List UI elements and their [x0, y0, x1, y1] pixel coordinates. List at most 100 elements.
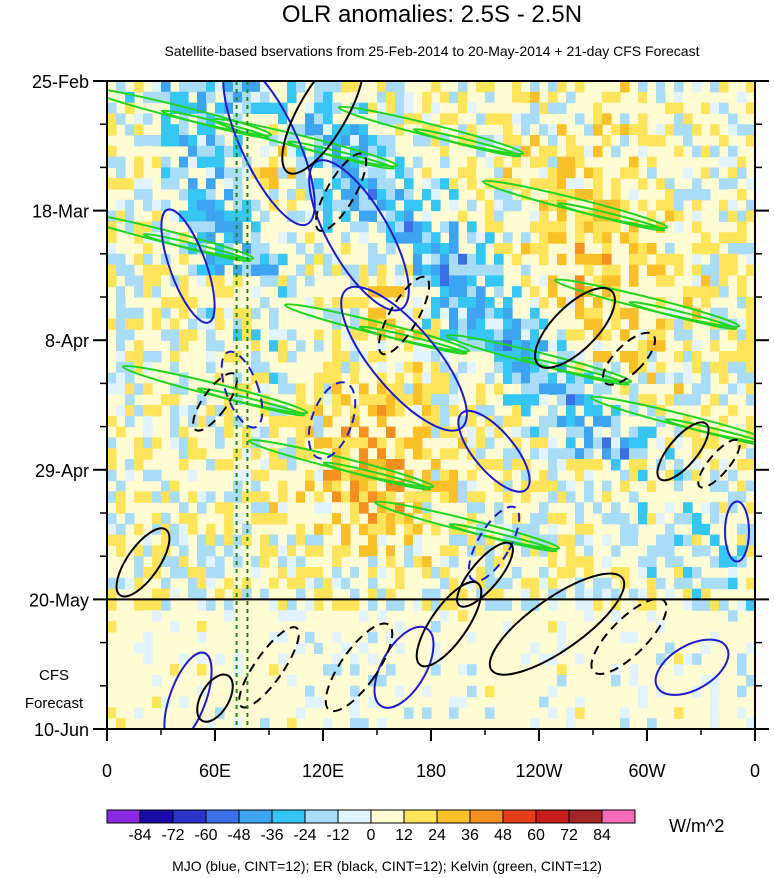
anomaly-cell	[161, 167, 171, 179]
anomaly-cell	[323, 664, 333, 676]
anomaly-cell	[215, 145, 225, 158]
anomaly-cell	[323, 221, 333, 233]
anomaly-cell	[737, 534, 747, 546]
anomaly-cell	[206, 81, 216, 93]
anomaly-cell	[251, 253, 261, 266]
anomaly-cell	[251, 286, 261, 298]
anomaly-cell	[116, 405, 126, 417]
anomaly-cell	[638, 502, 648, 514]
anomaly-cell	[737, 437, 747, 449]
anomaly-cell	[368, 318, 378, 330]
anomaly-cell	[269, 329, 279, 341]
anomaly-cell	[656, 297, 666, 309]
anomaly-cell	[737, 685, 747, 698]
anomaly-cell	[386, 545, 396, 557]
anomaly-cell	[440, 577, 450, 590]
anomaly-cell	[386, 502, 396, 514]
anomaly-cell	[170, 415, 180, 428]
anomaly-cell	[611, 631, 621, 644]
anomaly-cell	[458, 610, 468, 622]
anomaly-cell	[125, 599, 135, 611]
anomaly-cell	[134, 459, 144, 471]
anomaly-cell	[620, 351, 630, 363]
anomaly-cell	[170, 210, 180, 222]
anomaly-cell	[206, 210, 216, 222]
anomaly-cell	[152, 534, 162, 546]
anomaly-cell	[503, 480, 513, 492]
anomaly-cell	[602, 113, 612, 125]
anomaly-cell	[458, 491, 468, 503]
anomaly-cell	[116, 286, 126, 298]
anomaly-cell	[719, 264, 729, 276]
anomaly-cell	[467, 685, 477, 698]
anomaly-cell	[584, 480, 594, 492]
anomaly-cell	[233, 491, 243, 503]
anomaly-cell	[386, 113, 396, 125]
anomaly-cell	[557, 588, 567, 600]
anomaly-cell	[710, 502, 720, 514]
anomaly-cell	[611, 610, 621, 622]
anomaly-cell	[746, 577, 755, 590]
anomaly-cell	[206, 361, 216, 374]
anomaly-cell	[332, 351, 342, 363]
anomaly-cell	[233, 199, 243, 212]
anomaly-cell	[206, 178, 216, 190]
anomaly-cell	[440, 534, 450, 546]
anomaly-cell	[485, 707, 495, 719]
anomaly-cell	[359, 437, 369, 449]
anomaly-cell	[233, 232, 243, 244]
anomaly-cell	[287, 232, 297, 244]
anomaly-cell	[152, 210, 162, 222]
colorbar-level-label: 84	[593, 827, 611, 844]
anomaly-cell	[323, 523, 333, 536]
anomaly-cell	[665, 469, 675, 482]
anomaly-cell	[161, 135, 171, 147]
anomaly-cell	[152, 545, 162, 557]
anomaly-cell	[143, 664, 153, 676]
anomaly-cell	[332, 383, 342, 395]
anomaly-cell	[422, 91, 432, 104]
anomaly-cell	[161, 577, 171, 590]
anomaly-cell	[530, 318, 540, 330]
anomaly-cell	[485, 102, 495, 114]
anomaly-cell	[629, 124, 639, 136]
anomaly-cell	[359, 329, 369, 341]
anomaly-cell	[107, 124, 117, 136]
anomaly-cell	[557, 253, 567, 266]
anomaly-cell	[665, 675, 675, 687]
anomaly-cell	[539, 178, 549, 190]
anomaly-cell	[584, 167, 594, 179]
anomaly-cell	[395, 329, 405, 341]
anomaly-cell	[449, 534, 459, 546]
anomaly-cell	[206, 556, 216, 568]
anomaly-cell	[584, 297, 594, 309]
anomaly-cell	[341, 491, 351, 503]
colorbar-level-label: 48	[494, 827, 512, 844]
anomaly-cell	[134, 567, 144, 579]
anomaly-cell	[116, 253, 126, 266]
anomaly-cell	[737, 167, 747, 179]
anomaly-cell	[665, 307, 675, 320]
anomaly-cell	[413, 135, 423, 147]
anomaly-cell	[683, 361, 693, 374]
anomaly-cell	[233, 145, 243, 158]
anomaly-cell	[143, 567, 153, 579]
anomaly-cell	[431, 189, 441, 201]
anomaly-cell	[530, 588, 540, 600]
anomaly-cell	[224, 221, 234, 233]
anomaly-cell	[305, 685, 315, 698]
anomaly-cell	[368, 675, 378, 687]
anomaly-cell	[512, 502, 522, 514]
anomaly-cell	[530, 577, 540, 590]
anomaly-cell	[152, 286, 162, 298]
anomaly-cell	[476, 243, 486, 255]
anomaly-cell	[395, 480, 405, 492]
anomaly-cell	[494, 199, 504, 212]
anomaly-cell	[458, 469, 468, 482]
anomaly-cell	[674, 534, 684, 546]
anomaly-cell	[251, 167, 261, 179]
anomaly-cell	[224, 102, 234, 114]
anomaly-cell	[278, 113, 288, 125]
anomaly-cell	[332, 556, 342, 568]
anomaly-cell	[629, 221, 639, 233]
